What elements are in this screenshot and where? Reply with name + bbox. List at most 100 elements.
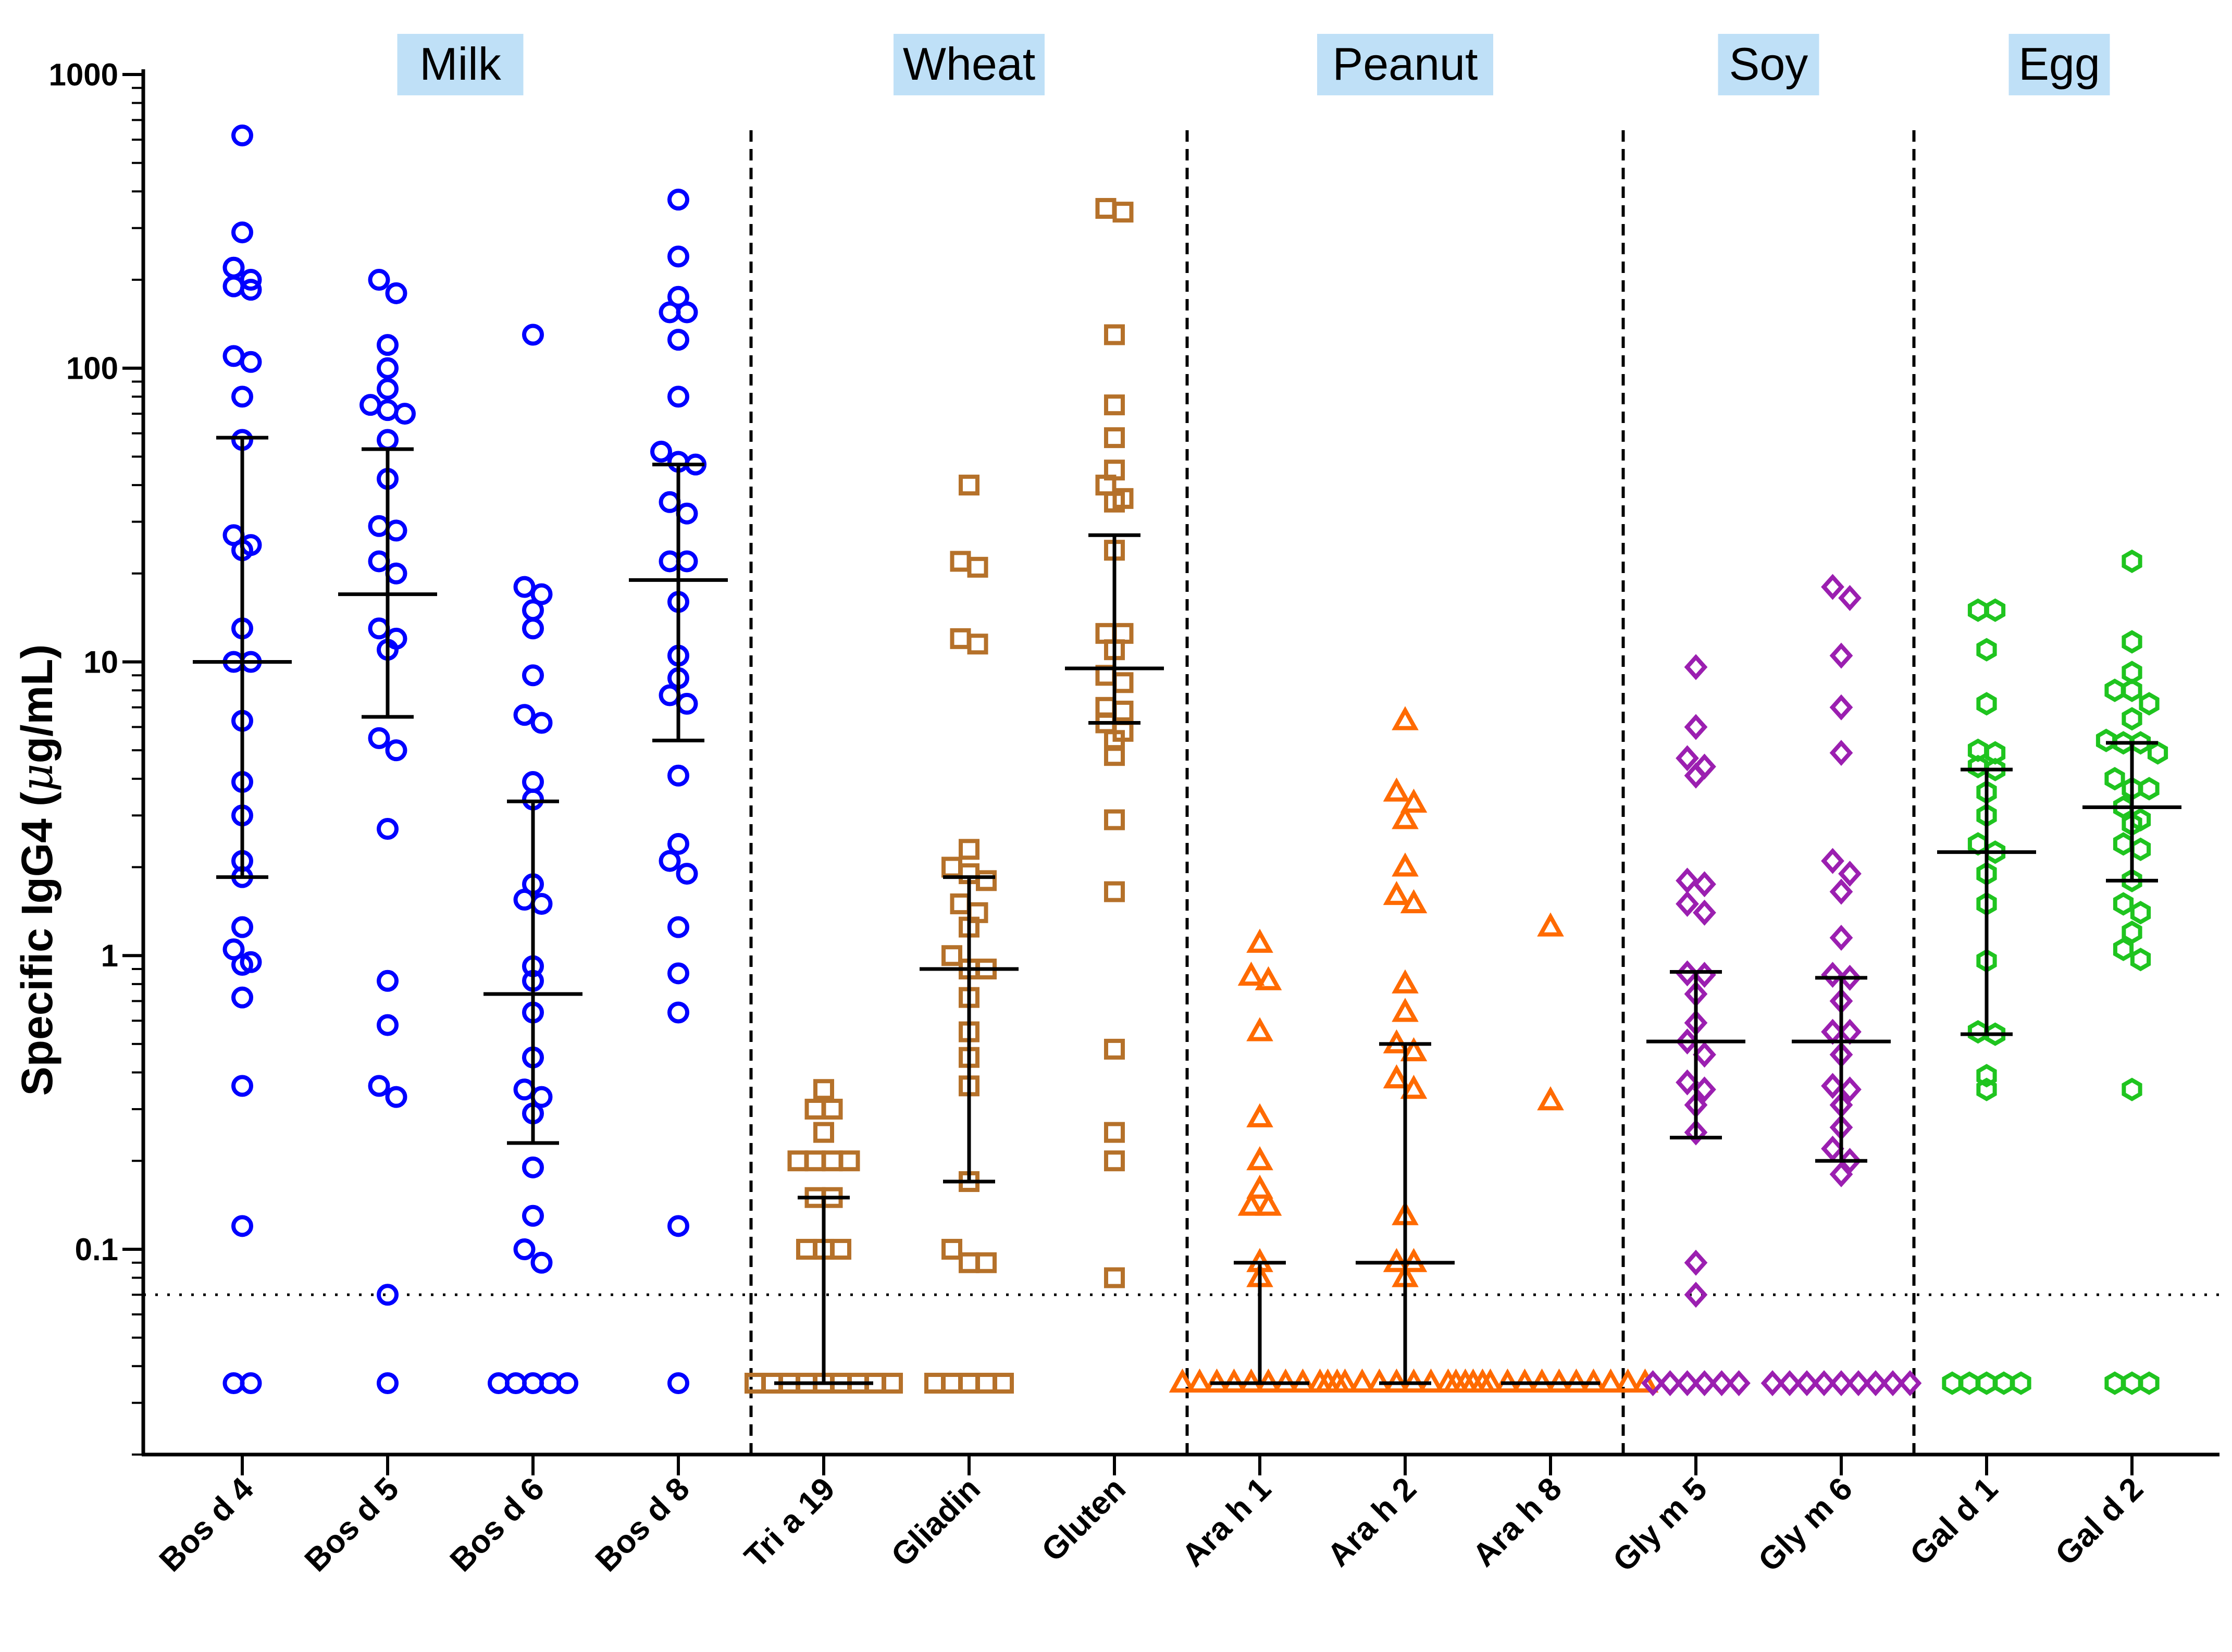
data-points	[222, 125, 2168, 1396]
data-point	[231, 386, 253, 408]
group-labels: Milk Wheat Peanut Soy Egg	[397, 34, 2110, 95]
data-point	[1829, 1161, 1853, 1188]
data-point	[2130, 837, 2151, 861]
median-iqr-bars	[193, 436, 2181, 1385]
data-point	[539, 1372, 561, 1394]
data-point	[1104, 1267, 1125, 1288]
data-point	[1976, 1371, 1997, 1395]
data-point	[530, 712, 553, 734]
data-point	[240, 279, 262, 301]
data-point	[1778, 1370, 1802, 1396]
data-point	[1829, 740, 1853, 766]
data-point	[513, 1238, 536, 1260]
data-point	[2147, 741, 2168, 765]
data-point	[1392, 852, 1419, 877]
data-point	[1331, 1368, 1359, 1393]
data-point	[676, 550, 698, 573]
data-point	[1821, 574, 1844, 600]
data-point	[2122, 707, 2142, 731]
data-point	[368, 727, 390, 749]
data-point	[650, 440, 672, 463]
y-tick-label: 1000	[49, 57, 118, 92]
data-point	[1881, 1370, 1905, 1396]
category-label: Ara h 8	[1466, 1471, 1568, 1573]
data-point	[222, 345, 245, 367]
data-point	[1812, 1370, 1836, 1396]
data-point	[513, 1078, 536, 1101]
data-point	[1967, 754, 1989, 779]
data-point	[830, 1238, 851, 1260]
data-point	[1684, 1249, 1708, 1276]
data-point	[530, 583, 553, 605]
data-point	[1898, 1370, 1922, 1396]
data-point	[959, 1252, 979, 1273]
category-label: Bos d 8	[589, 1471, 697, 1579]
data-point	[1348, 1368, 1376, 1393]
group-separators	[749, 130, 1916, 1455]
data-point	[1112, 202, 1134, 223]
data-point	[522, 599, 544, 622]
data-point	[2122, 630, 2142, 654]
data-point	[787, 1150, 809, 1172]
data-point	[659, 550, 681, 573]
data-point	[377, 429, 399, 451]
data-point	[941, 1238, 962, 1260]
data-point	[667, 1215, 689, 1237]
data-point	[1684, 762, 1708, 789]
data-point	[993, 1372, 1014, 1394]
data-point	[1104, 491, 1125, 513]
data-point	[222, 1372, 245, 1394]
data-point	[667, 764, 689, 787]
data-point	[394, 403, 416, 425]
data-point	[1838, 861, 1862, 887]
data-point	[1829, 694, 1853, 721]
data-point	[1314, 1368, 1342, 1393]
data-point	[488, 1372, 510, 1394]
data-point	[1838, 964, 1862, 991]
group-label-bg	[894, 34, 1045, 95]
data-point	[377, 399, 399, 421]
data-point	[1104, 881, 1125, 902]
data-point	[667, 329, 689, 351]
group-label-bg	[1718, 34, 1819, 95]
data-point	[2130, 948, 2151, 972]
data-point	[1985, 598, 2006, 622]
data-point	[231, 953, 253, 976]
data-point	[976, 870, 997, 891]
data-point	[1829, 1370, 1853, 1396]
category-label: Gluten	[1035, 1471, 1133, 1569]
data-point	[377, 357, 399, 379]
data-point	[530, 892, 553, 915]
data-point	[240, 351, 262, 373]
data-point	[1942, 1371, 1963, 1395]
data-point	[385, 519, 407, 542]
data-point	[1112, 700, 1134, 722]
data-point	[522, 1204, 544, 1227]
data-point	[1821, 962, 1844, 988]
data-point	[676, 692, 698, 715]
data-point	[1104, 809, 1125, 830]
group-label-bg	[2008, 34, 2110, 95]
data-point	[2130, 901, 2151, 925]
data-point	[1838, 585, 1862, 611]
data-point	[1829, 642, 1853, 669]
data-point	[1246, 928, 1273, 953]
data-point	[1838, 1018, 1862, 1045]
data-point	[667, 386, 689, 408]
data-point	[813, 1079, 834, 1100]
category-label: Ara h 1	[1175, 1471, 1278, 1573]
data-point	[522, 1372, 544, 1394]
data-point	[2104, 1371, 2125, 1395]
data-point	[1246, 1174, 1273, 1199]
data-point	[222, 275, 245, 297]
data-point	[1246, 1103, 1273, 1127]
data-point	[231, 916, 253, 938]
data-point	[1255, 1191, 1282, 1216]
data-point	[1676, 1370, 1699, 1396]
data-point	[1400, 1075, 1428, 1099]
data-point	[976, 1372, 997, 1394]
data-point	[1383, 1064, 1410, 1089]
group-label: Egg	[2018, 38, 2100, 90]
group-label: Milk	[419, 38, 501, 90]
